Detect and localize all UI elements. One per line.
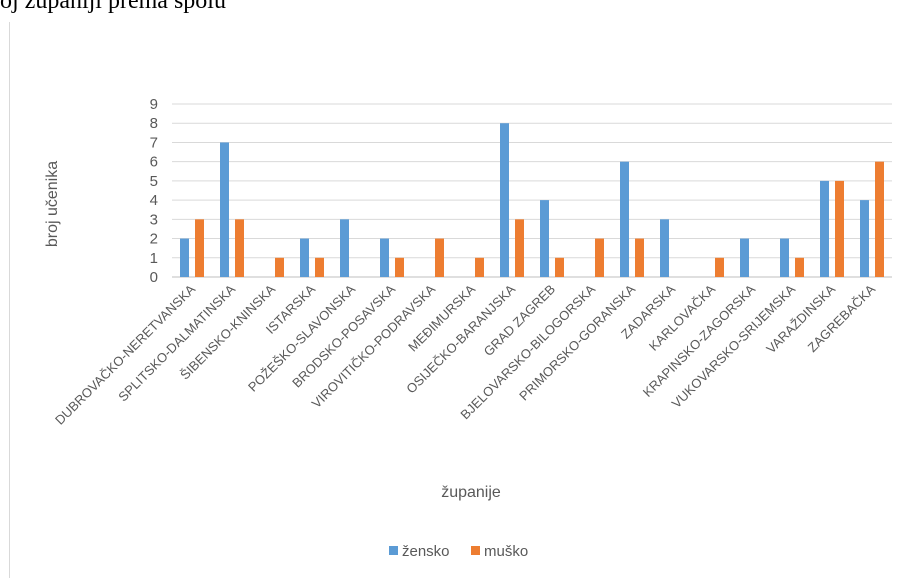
legend-swatch bbox=[471, 546, 480, 555]
bar-musko bbox=[635, 238, 644, 277]
y-axis-label: broj učenika bbox=[44, 161, 61, 247]
bars bbox=[180, 123, 884, 277]
bar-zensko bbox=[620, 161, 629, 277]
y-tick-label: 8 bbox=[150, 115, 158, 132]
y-tick-label: 9 bbox=[150, 96, 158, 113]
legend-swatch bbox=[389, 546, 398, 555]
bar-zensko bbox=[500, 123, 509, 277]
legend-label: žensko bbox=[402, 543, 450, 560]
y-tick-labels: 0 1 2 3 4 5 6 7 8 9 bbox=[150, 96, 158, 286]
bar-musko bbox=[555, 257, 564, 277]
y-tick-label: 0 bbox=[150, 269, 158, 286]
bar-musko bbox=[875, 161, 884, 277]
y-tick-label: 3 bbox=[150, 211, 158, 228]
legend-label: muško bbox=[484, 543, 528, 560]
bar-musko bbox=[835, 180, 844, 277]
bar-zensko bbox=[820, 180, 829, 277]
frame-border bbox=[9, 22, 10, 578]
y-tick-label: 7 bbox=[150, 134, 158, 151]
bar-musko bbox=[435, 238, 444, 277]
bar-musko bbox=[275, 257, 284, 277]
bar-zensko bbox=[180, 238, 189, 277]
bar-musko bbox=[595, 238, 604, 277]
bar-musko bbox=[315, 257, 324, 277]
bar-zensko bbox=[740, 238, 749, 277]
bar-zensko bbox=[860, 200, 869, 277]
bar-zensko bbox=[660, 219, 669, 277]
x-axis-label: županije bbox=[441, 484, 501, 501]
page-heading: oj županiji prema spolu bbox=[0, 0, 226, 14]
y-tick-label: 1 bbox=[150, 250, 158, 267]
bar-zensko bbox=[220, 142, 229, 277]
legend: žensko muško bbox=[389, 543, 528, 560]
x-tick-label: VARAŽDINSKA bbox=[763, 281, 838, 356]
bar-musko bbox=[515, 219, 524, 277]
x-tick-labels: DUBROVAČKO-NERETVANSKASPLITSKO-DALMATINS… bbox=[52, 281, 878, 427]
y-tick-label: 6 bbox=[150, 154, 158, 171]
bar-musko bbox=[475, 257, 484, 277]
bar-zensko bbox=[340, 219, 349, 277]
bar-musko bbox=[235, 219, 244, 277]
bar-zensko bbox=[780, 238, 789, 277]
x-tick-label: GRAD ZAGREB bbox=[481, 282, 559, 360]
y-tick-label: 2 bbox=[150, 231, 158, 248]
bar-zensko bbox=[380, 238, 389, 277]
gridlines bbox=[172, 103, 892, 278]
x-tick-label: DUBROVAČKO-NERETVANSKA bbox=[52, 281, 198, 427]
bar-zensko bbox=[540, 200, 549, 277]
bar-musko bbox=[395, 257, 404, 277]
y-tick-label: 5 bbox=[150, 173, 158, 190]
bar-musko bbox=[195, 219, 204, 277]
y-tick-label: 4 bbox=[150, 192, 158, 209]
bar-musko bbox=[795, 257, 804, 277]
bar-musko bbox=[715, 257, 724, 277]
bar-zensko bbox=[300, 238, 309, 277]
